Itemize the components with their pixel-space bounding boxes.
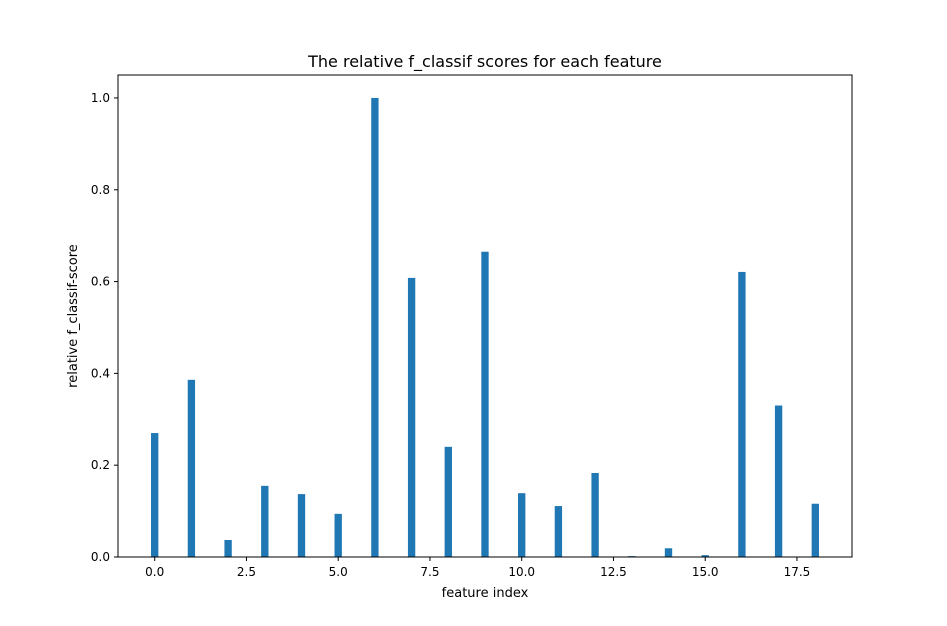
bar-feature-11 [554,506,563,557]
bar-feature-8 [444,446,452,557]
y-axis-label: relative f_classif-score [66,244,81,388]
chart-title: The relative f_classif scores for each f… [307,52,662,72]
x-axis-label: feature index [442,586,529,601]
bar-feature-1 [187,379,196,557]
bar-feature-7 [407,277,416,557]
x-tick-label: 5.0 [329,565,348,579]
x-tick-label: 17.5 [784,565,811,579]
plot-frame [117,74,853,558]
bar-feature-5 [334,513,342,557]
y-ticks-group: 0.0 0.2 0.4 0.6 0.8 1.0 [91,91,118,564]
x-ticks-group: 0.0 2.5 5.0 7.5 10.0 12.5 15.0 17.5 [145,557,810,579]
bar-feature-12 [591,472,599,557]
bar-feature-3 [261,485,269,557]
bar-feature-2 [224,540,232,557]
x-tick-label: 0.0 [145,565,164,579]
bar-feature-18 [811,503,819,557]
bar-feature-10 [518,493,526,557]
y-tick-label: 0.8 [91,183,110,197]
x-tick-label: 7.5 [420,565,439,579]
y-tick-label: 1.0 [91,91,110,105]
y-tick-label: 0.6 [91,275,110,289]
bar-feature-15 [701,555,709,557]
bar-feature-6 [371,97,379,557]
bars-group [151,97,819,557]
x-tick-label: 10.0 [508,565,535,579]
bar-feature-14 [664,548,673,557]
x-tick-label: 12.5 [600,565,627,579]
bar-feature-16 [738,271,746,557]
y-tick-label: 0.0 [91,550,110,564]
y-tick-label: 0.2 [91,458,110,472]
x-tick-label: 15.0 [692,565,719,579]
y-tick-label: 0.4 [91,366,110,380]
bar-feature-4 [297,494,306,557]
bar-feature-9 [481,251,489,557]
bar-feature-0 [151,433,159,557]
bar-feature-17 [774,405,783,557]
x-tick-label: 2.5 [237,565,256,579]
